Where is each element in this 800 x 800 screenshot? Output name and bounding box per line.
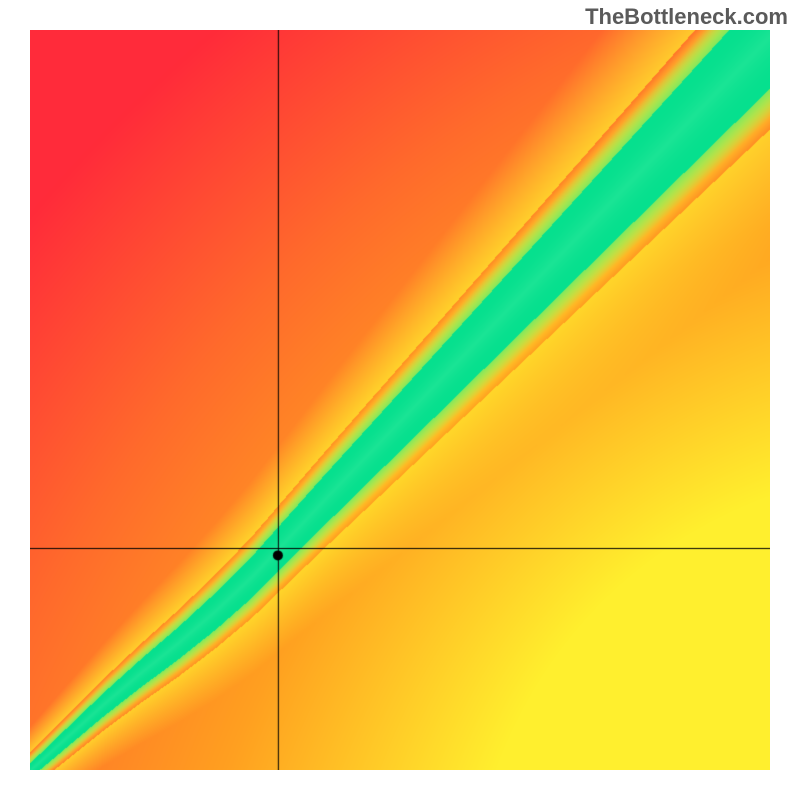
heatmap-canvas — [30, 30, 770, 770]
bottleneck-heatmap — [30, 30, 770, 770]
attribution-text: TheBottleneck.com — [585, 4, 788, 30]
chart-container: TheBottleneck.com — [0, 0, 800, 800]
